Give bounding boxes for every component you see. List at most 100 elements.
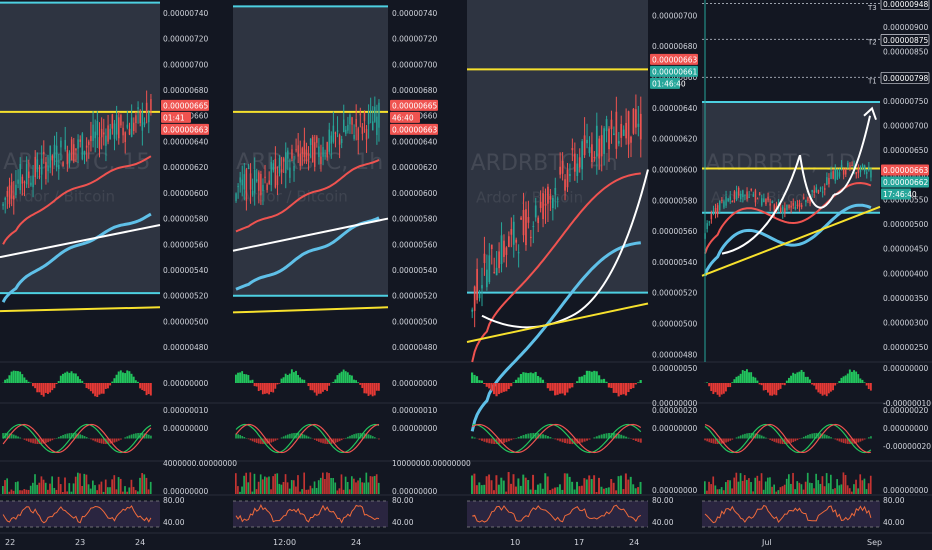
ao-bar (620, 383, 623, 395)
macd-hist-bar (777, 438, 780, 444)
y-tick-label: 0.00000560 (392, 240, 438, 249)
ao-bar (369, 383, 372, 395)
price-label: 0.00000663 (392, 125, 438, 134)
macd-hist-bar (53, 438, 56, 440)
ao-bar (792, 372, 795, 383)
rsi-tick: 80.00 (652, 496, 674, 505)
macd-hist-bar (554, 438, 557, 440)
ao-bar (708, 383, 711, 387)
volume-bar (777, 490, 780, 494)
macd-hist-bar (765, 437, 767, 439)
ao-bar (243, 374, 246, 383)
candle-body (10, 182, 13, 199)
volume-bar (558, 484, 561, 494)
candle-body (815, 187, 818, 193)
ao-bar (512, 382, 515, 383)
volume-bar (764, 481, 767, 494)
ao-bar (583, 374, 586, 383)
volume-bar (532, 474, 535, 494)
candle-body (145, 102, 148, 113)
ao-bar (627, 383, 630, 393)
volume-bar (68, 483, 71, 494)
y-tick-label: 0.00000640 (392, 137, 438, 146)
volume-bar (497, 484, 500, 494)
volume-bar (519, 485, 522, 494)
macd-hist-bar (802, 436, 805, 439)
volume-bar (264, 476, 266, 494)
candle-body (258, 172, 260, 191)
macd-hist-bar (781, 438, 784, 445)
ao-bar (602, 378, 606, 383)
macd-hist-bar (330, 438, 333, 444)
price-label: 0.00000662 (883, 178, 929, 187)
ao-bar (488, 383, 491, 389)
ao-bar (632, 383, 635, 389)
macd-hist-bar (257, 438, 260, 444)
macd-hist-bar (40, 438, 43, 444)
macd-hist-bar (524, 434, 527, 439)
ao-bar (859, 378, 862, 383)
candle-body (260, 173, 262, 196)
volume-bar (328, 473, 330, 494)
macd-hist-bar (581, 438, 584, 443)
volume-bar (107, 487, 109, 494)
volume-bar (746, 479, 748, 494)
candle-body (62, 162, 64, 167)
volume-bar (40, 476, 43, 494)
candle-body (367, 113, 370, 125)
candle-body (23, 181, 26, 183)
price-label: 17:46:40 (883, 190, 917, 199)
macd-hist-bar (25, 438, 28, 441)
y-tick-label: 0.00000700 (652, 11, 698, 20)
macd-hist-bar (249, 438, 252, 441)
rsi-band (467, 501, 648, 527)
y-tick-label: 0.00000480 (652, 350, 698, 359)
volume-bar (544, 473, 547, 494)
candle-body (615, 111, 618, 149)
volume-bar (57, 476, 60, 494)
candle-body (85, 145, 88, 148)
price-label-bg (881, 164, 929, 176)
volume-bar (53, 487, 56, 494)
volume-bar (332, 478, 335, 494)
candle-body (60, 140, 62, 148)
candle-body (334, 132, 337, 134)
macd-hist-bar (10, 433, 13, 439)
volume-bar (485, 476, 488, 494)
candle-body (807, 197, 809, 202)
ao-bar (344, 371, 347, 383)
macd-tick: 0.00000010 (392, 406, 438, 415)
candle-body (510, 229, 513, 235)
ao-bar (471, 372, 474, 383)
volume-bar (869, 475, 872, 494)
volume-bar (74, 476, 77, 494)
candle-body (817, 189, 820, 194)
macd-hist-bar (373, 437, 376, 439)
macd-hist-bar (595, 436, 598, 439)
candle-body (111, 114, 114, 129)
candle-body (276, 175, 279, 186)
volume-bar (96, 490, 98, 494)
ao-bar (710, 383, 713, 392)
candle-body (569, 174, 571, 176)
candle-body (324, 155, 326, 157)
macd-hist-bar (342, 438, 345, 440)
ao-bar (89, 383, 92, 392)
volume-bar (546, 476, 549, 494)
ao-bar (130, 373, 133, 383)
candle-body (537, 217, 540, 224)
x-tick-label: Sep (867, 538, 882, 547)
candle-body (767, 196, 769, 201)
ao-bar (36, 383, 39, 393)
volume-bar (361, 482, 364, 494)
macd-hist-bar (309, 437, 312, 439)
volume-bar (478, 482, 481, 494)
candle-body (583, 135, 586, 156)
macd-hist-bar (318, 438, 320, 442)
volume-bar (34, 474, 36, 494)
candle-body (551, 198, 554, 209)
volume-bar (842, 472, 845, 494)
volume-bar (827, 483, 830, 494)
candle-body (740, 193, 742, 200)
